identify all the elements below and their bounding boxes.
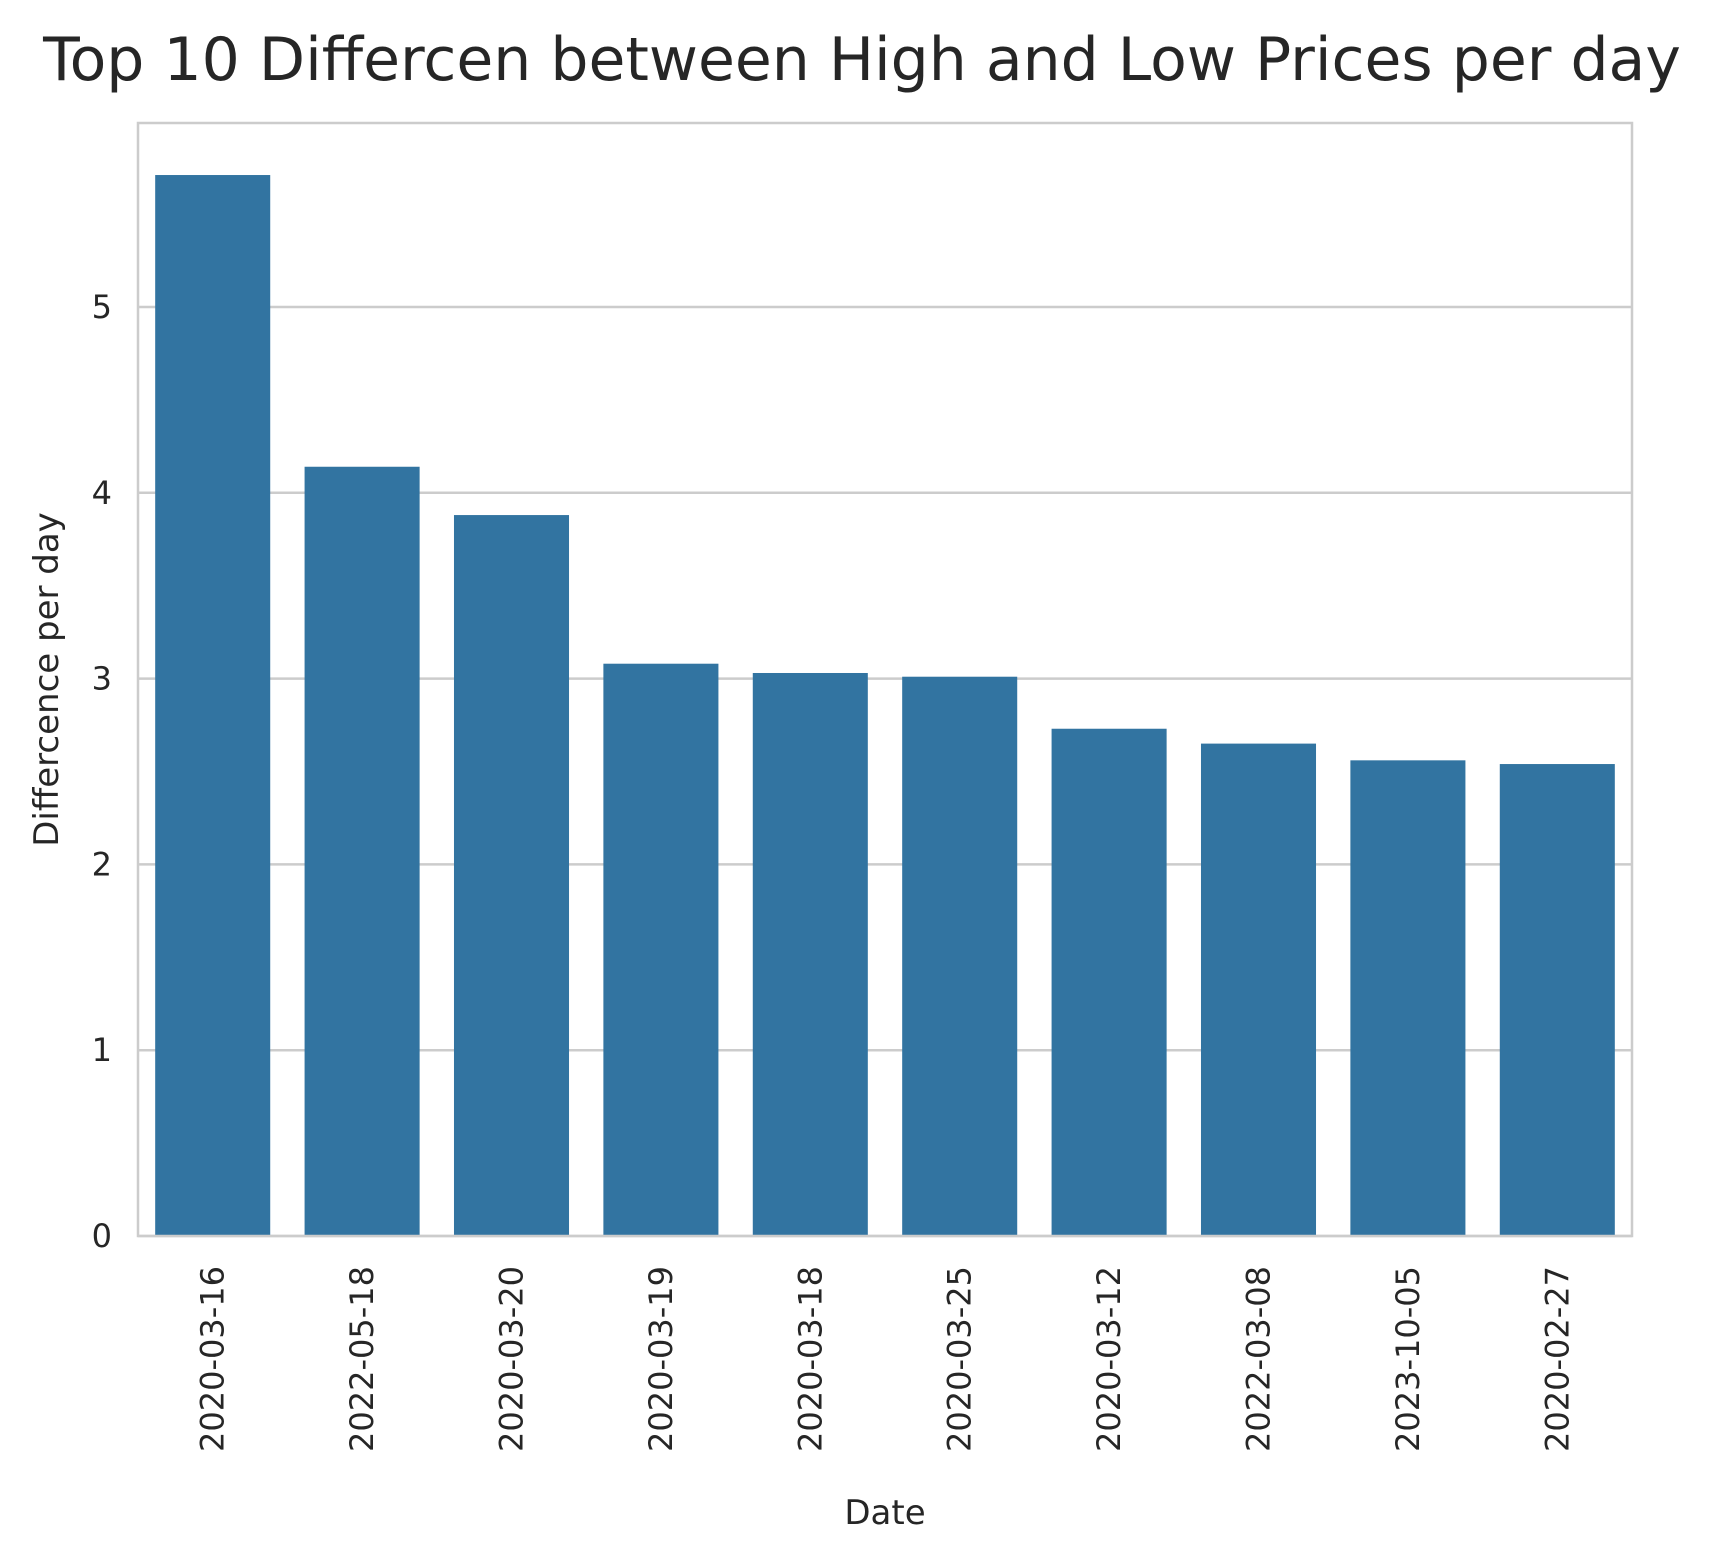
bar (1499, 764, 1615, 1236)
y-tick-labels: 0 1 2 3 4 5 (92, 288, 112, 1255)
x-tick-label: 2022-03-08 (1240, 1266, 1278, 1452)
plot-frame (136, 121, 1634, 1238)
chart-title: Top 10 Differcen between High and Low Pr… (42, 25, 1681, 95)
bars (155, 175, 1615, 1236)
x-tick-label: 2022-05-18 (343, 1266, 381, 1452)
y-tick-label: 5 (92, 288, 112, 326)
bar (603, 663, 719, 1236)
x-tick-label: 2020-03-20 (493, 1266, 531, 1452)
y-tick-label: 1 (92, 1031, 112, 1069)
bar (902, 676, 1018, 1236)
x-tick-label: 2020-03-12 (1090, 1266, 1128, 1452)
y-tick-label: 0 (92, 1217, 112, 1255)
y-tick-label: 3 (92, 660, 112, 698)
bar (1051, 728, 1167, 1236)
x-axis-label: Date (844, 1493, 925, 1533)
bar (155, 175, 271, 1236)
x-tick-label: 2023-10-05 (1389, 1266, 1427, 1452)
bar (453, 515, 570, 1236)
bar (304, 466, 420, 1236)
y-tick-label: 2 (92, 845, 112, 883)
x-tick-label: 2020-03-25 (941, 1266, 979, 1452)
y-axis-label: Differcence per day (27, 512, 67, 847)
x-tick-label: 2020-03-18 (791, 1266, 829, 1452)
x-tick-label: 2020-02-27 (1538, 1266, 1576, 1452)
y-tick-label: 4 (92, 474, 112, 512)
x-tick-label: 2020-03-19 (642, 1266, 680, 1452)
x-tick-labels: 2020-03-16 2022-05-18 2020-03-20 2020-03-19… (194, 1266, 1577, 1452)
x-tick-label: 2020-03-16 (194, 1266, 232, 1452)
bar (752, 672, 868, 1236)
bar (1350, 760, 1466, 1236)
bar (1200, 743, 1317, 1236)
